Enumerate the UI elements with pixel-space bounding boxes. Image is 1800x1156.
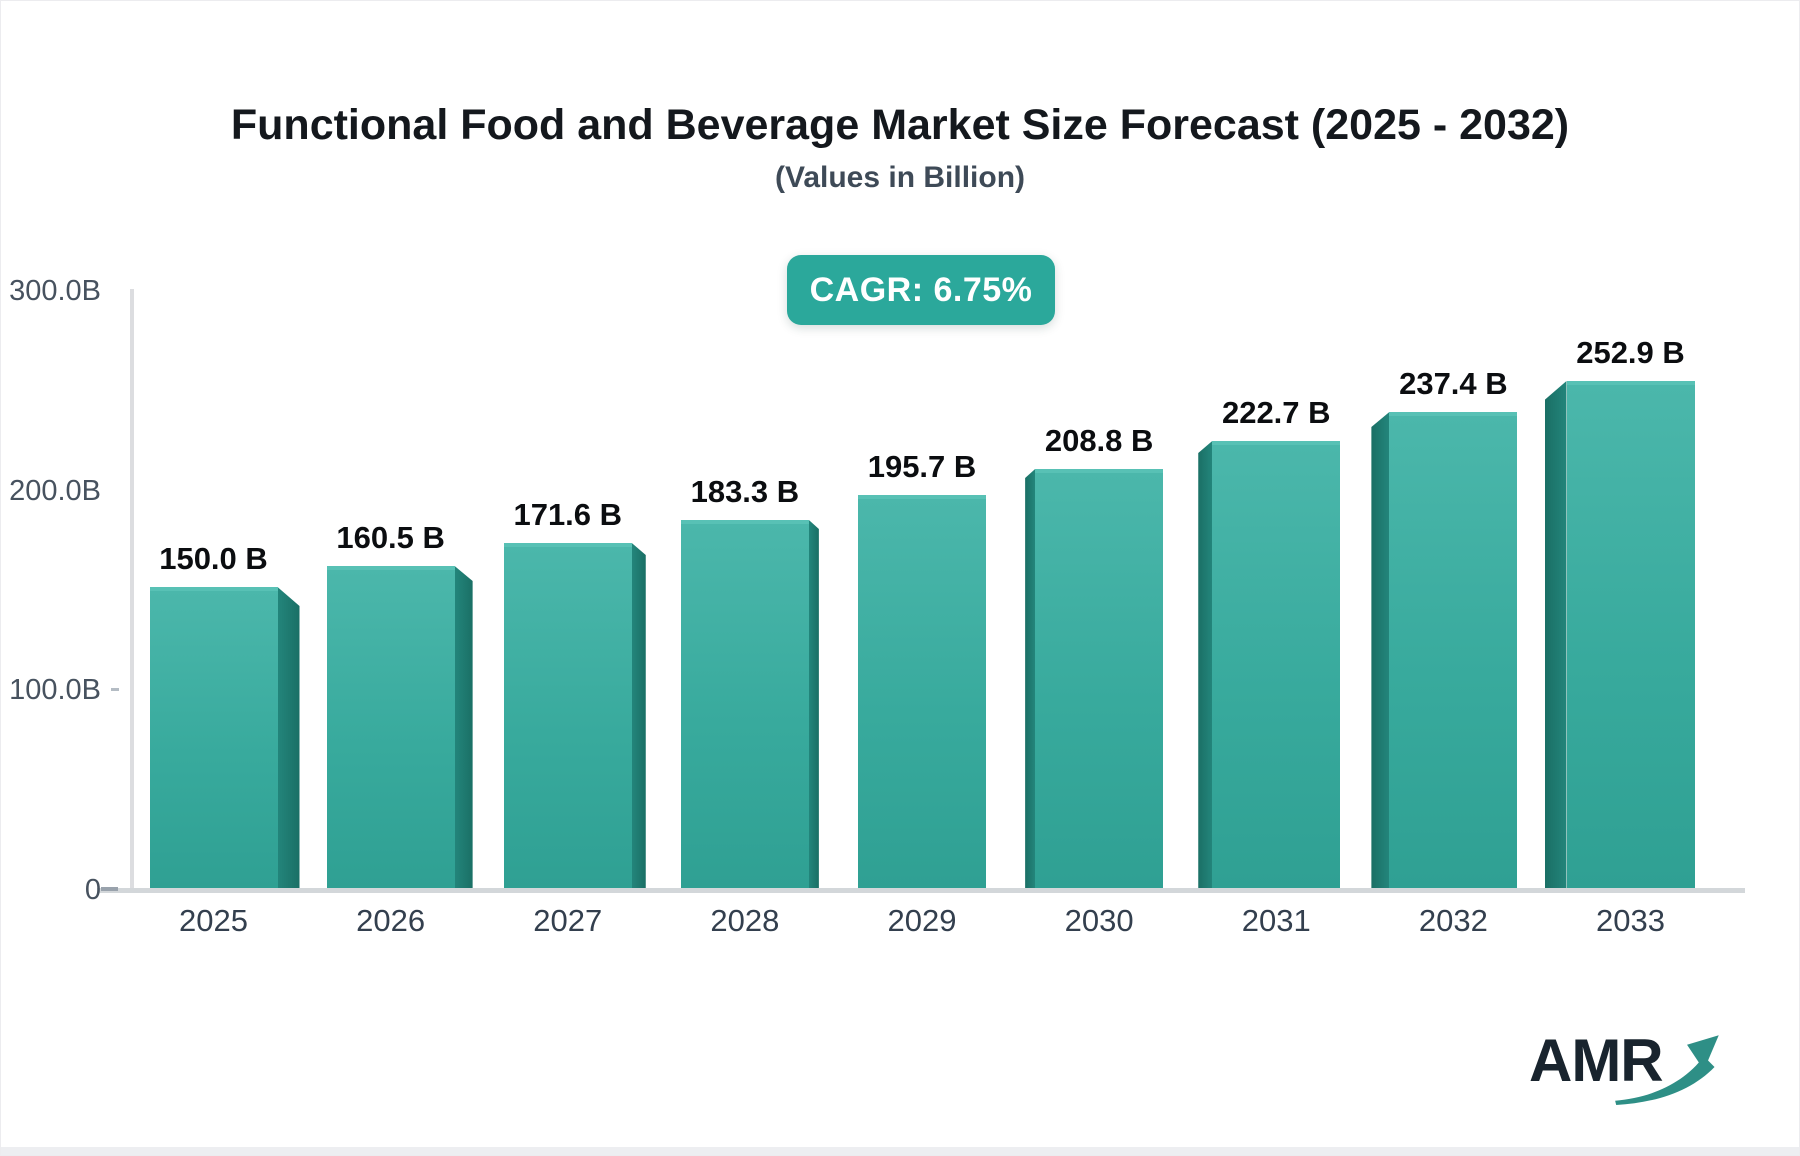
bar-value-label: 208.8 B [1044,423,1154,458]
bar-side-face-2030 [1025,469,1036,888]
x-axis-label-2026: 2026 [356,903,426,938]
x-axis-label-2027: 2027 [533,903,603,938]
bar-side-face-2025 [277,587,300,888]
bar-value-label: 150.0 B [159,541,268,576]
bar-side-face-2027 [631,543,646,888]
bar-value-label: 252.9 B [1576,335,1685,370]
bar-side-face-2028 [808,520,819,888]
growth-arrow-icon [1615,1035,1719,1105]
page-bottom-edge [1,1147,1799,1155]
y-axis-tick-mark [111,688,119,691]
amr-logo: AMR [1529,1031,1729,1115]
bar-2030[interactable] [1035,469,1164,888]
cagr-badge: CAGR: 6.75% [787,255,1055,325]
bar-side-face-2026 [454,566,473,888]
bar-value-label: 237.4 B [1399,366,1508,401]
y-axis-tick-label: 300.0B [9,275,101,307]
chart-subtitle: (Values in Billion) [774,161,1026,194]
x-axis-label-2033: 2033 [1596,903,1665,938]
bar-2025[interactable] [149,587,278,888]
x-axis-line [97,888,1745,893]
y-axis-line [130,289,134,892]
amr-logo-text: AMR [1529,1027,1664,1094]
bar-side-face-2033 [1544,381,1567,888]
bar-2027[interactable] [503,543,632,888]
bar-value-label: 183.3 B [690,474,800,509]
bar-2028[interactable] [680,520,809,888]
bar-value-label: 171.6 B [513,497,623,532]
bar-2032[interactable] [1389,412,1518,888]
x-axis-label-2030: 2030 [1064,903,1134,938]
y-axis-tick-label: 100.0B [9,674,101,706]
chart-title: Functional Food and Beverage Market Size… [230,101,1570,149]
x-axis-label-2032: 2032 [1418,903,1488,938]
bar-side-face-2032 [1371,412,1390,888]
cagr-badge-label: CAGR: 6.75% [809,271,1033,309]
x-axis-label-2031: 2031 [1241,903,1311,938]
x-axis-label-2028: 2028 [710,903,780,938]
bar-side-face-2031 [1198,441,1213,888]
y-axis-tick-label: 0 [84,874,101,906]
x-axis-label-2025: 2025 [179,903,248,938]
y-axis-tick-mark [101,887,118,891]
bar-2033[interactable] [1566,381,1695,888]
bar-2029[interactable] [858,495,986,888]
bar-2026[interactable] [326,566,455,888]
bar-2031[interactable] [1212,441,1341,888]
x-axis-label-2029: 2029 [887,903,957,938]
bar-value-label: 195.7 B [867,449,977,484]
bar-value-label: 222.7 B [1221,395,1331,430]
bar-value-label: 160.5 B [336,520,445,555]
y-axis-tick-label: 200.0B [9,475,101,507]
